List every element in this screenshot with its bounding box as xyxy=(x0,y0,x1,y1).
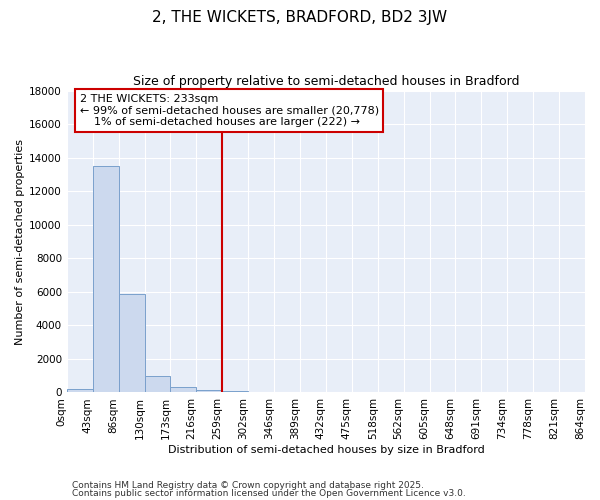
Bar xyxy=(196,390,222,392)
Text: 2, THE WICKETS, BRADFORD, BD2 3JW: 2, THE WICKETS, BRADFORD, BD2 3JW xyxy=(152,10,448,25)
Title: Size of property relative to semi-detached houses in Bradford: Size of property relative to semi-detach… xyxy=(133,75,519,88)
Text: 2 THE WICKETS: 233sqm
← 99% of semi-detached houses are smaller (20,778)
    1% : 2 THE WICKETS: 233sqm ← 99% of semi-deta… xyxy=(80,94,379,127)
Bar xyxy=(145,376,170,392)
Y-axis label: Number of semi-detached properties: Number of semi-detached properties xyxy=(15,138,25,344)
Bar xyxy=(119,294,145,392)
Bar xyxy=(67,389,92,392)
Bar xyxy=(222,391,248,392)
Bar xyxy=(92,166,119,392)
Text: Contains HM Land Registry data © Crown copyright and database right 2025.: Contains HM Land Registry data © Crown c… xyxy=(72,481,424,490)
Bar xyxy=(170,388,196,392)
Text: Contains public sector information licensed under the Open Government Licence v3: Contains public sector information licen… xyxy=(72,488,466,498)
X-axis label: Distribution of semi-detached houses by size in Bradford: Distribution of semi-detached houses by … xyxy=(167,445,484,455)
